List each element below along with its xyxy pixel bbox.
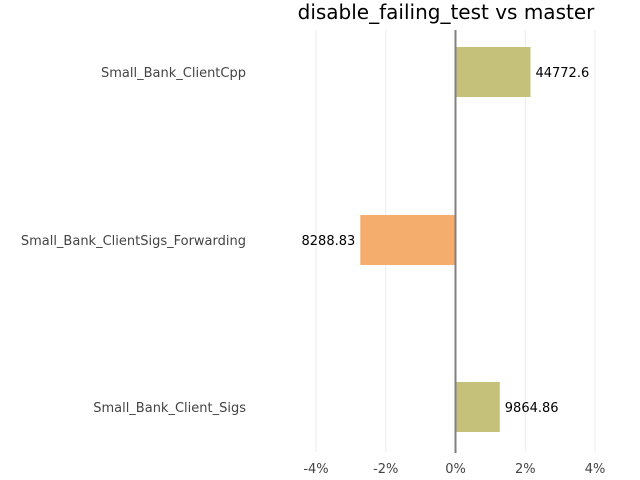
bar [360, 215, 456, 265]
category-label: Small_Bank_ClientCpp [101, 66, 246, 81]
bar [455, 47, 531, 97]
category-label: Small_Bank_ClientSigs_Forwarding [21, 234, 246, 249]
x-axis-ticks: -4% -2% 0% 2% 4% [303, 462, 605, 477]
x-tick-label: -4% [303, 462, 328, 477]
bar-value-label: 44772.6 [535, 66, 589, 81]
category-label: Small_Bank_Client_Sigs [93, 401, 246, 416]
x-tick-label: -2% [373, 462, 398, 477]
x-tick-label: 4% [585, 462, 606, 477]
bars: 44772.6 8288.83 9864.86 [302, 30, 589, 453]
bar-value-label: 9864.86 [505, 401, 559, 416]
x-tick-label: 2% [515, 462, 536, 477]
chart-title: disable_failing_test vs master [298, 0, 596, 24]
x-tick-label: 0% [445, 462, 466, 477]
grid-lines [315, 30, 596, 452]
bar-value-label: 8288.83 [302, 234, 356, 249]
category-labels: Small_Bank_ClientCpp Small_Bank_ClientSig… [21, 66, 246, 416]
bar [455, 382, 500, 432]
